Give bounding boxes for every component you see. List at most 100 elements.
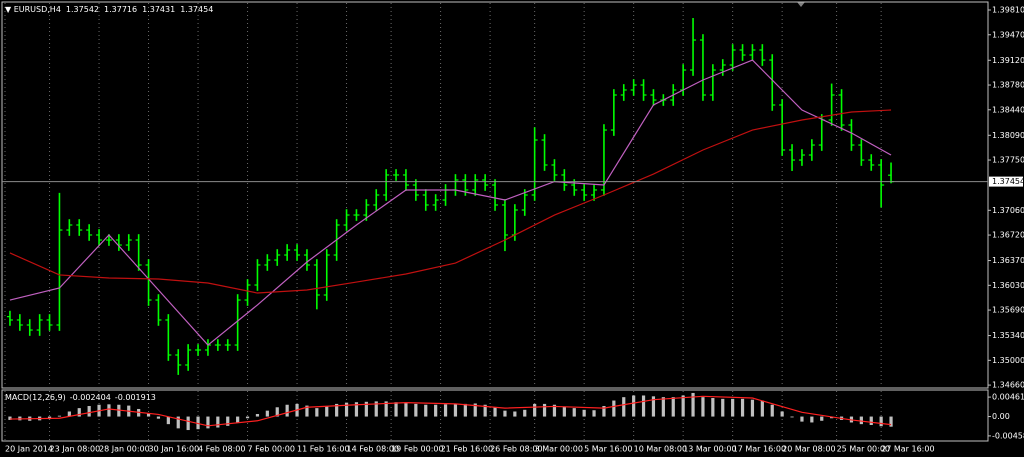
y-tick-label: 1.35690 xyxy=(992,306,1024,315)
histogram-bar xyxy=(245,416,250,419)
x-tick-label: 19 Feb 00:00 xyxy=(391,445,443,454)
pane-frame xyxy=(1,1,989,389)
indicator-line xyxy=(9,109,892,294)
histogram-bar xyxy=(760,400,764,417)
histogram-bar xyxy=(513,411,517,417)
histogram-bar xyxy=(691,392,695,417)
histogram-bar xyxy=(216,416,220,428)
histogram-bar xyxy=(770,404,774,417)
histogram-bar xyxy=(335,403,339,417)
histogram-bar xyxy=(859,416,863,425)
histogram-bar xyxy=(651,396,656,417)
histogram-bar xyxy=(107,404,111,417)
histogram-bar xyxy=(77,408,81,417)
histogram-bar xyxy=(632,395,636,417)
y-tick-label: 0.00 xyxy=(992,412,1010,421)
histogram-bar xyxy=(374,401,378,417)
histogram-bar xyxy=(622,397,626,417)
header-value: 1.37542 xyxy=(66,5,99,14)
histogram-bar xyxy=(414,403,418,417)
histogram-bar xyxy=(523,409,527,417)
histogram-bar xyxy=(612,400,616,417)
y-tick-label: 1.35000 xyxy=(992,356,1024,365)
y-tick-label: 1.39120 xyxy=(992,56,1024,65)
x-tick-label: 4 Feb 08:00 xyxy=(198,445,245,454)
indicator-line xyxy=(9,395,892,427)
histogram-bar xyxy=(800,416,804,422)
y-tick-label: 1.38440 xyxy=(992,105,1024,114)
histogram-bar xyxy=(641,395,646,417)
x-tick-label: 17 Mar 16:00 xyxy=(733,445,786,454)
histogram-bar xyxy=(602,406,606,417)
x-tick-label: 27 Mar 16:00 xyxy=(881,445,934,454)
x-tick-label: 25 Mar 00:00 xyxy=(837,445,890,454)
histogram-bar xyxy=(790,416,794,418)
histogram-bar xyxy=(404,403,408,417)
histogram-bar xyxy=(453,403,458,417)
histogram-bar xyxy=(740,398,745,417)
histogram-bar xyxy=(8,416,12,420)
histogram-bar xyxy=(305,405,309,417)
histogram-bar xyxy=(879,416,883,427)
x-tick-label: 28 Jan 00:00 xyxy=(99,445,150,454)
y-tick-label: 1.36030 xyxy=(992,281,1024,290)
histogram-bar xyxy=(394,402,398,417)
x-tick-label: 11 Feb 16:00 xyxy=(297,445,349,454)
y-tick-label: 1.38780 xyxy=(992,81,1024,90)
histogram-bar xyxy=(731,398,735,417)
histogram-bar xyxy=(206,416,210,429)
histogram-bar xyxy=(552,404,557,417)
x-tick-label: 20 Mar 08:00 xyxy=(782,445,835,454)
y-tick-label: 1.37750 xyxy=(992,156,1024,165)
histogram-bar xyxy=(364,401,368,417)
histogram-bar xyxy=(533,403,537,417)
histogram-bar xyxy=(473,403,477,417)
histogram-bar xyxy=(176,416,180,429)
histogram-bar xyxy=(57,415,62,417)
histogram-bar xyxy=(582,409,586,417)
histogram-bar xyxy=(344,402,349,417)
histogram-bar xyxy=(780,411,784,417)
histogram-bar xyxy=(661,397,665,417)
header-value: MACD(12,26,9) xyxy=(5,393,66,402)
y-tick-label: 1.36370 xyxy=(992,256,1024,265)
histogram-bar xyxy=(325,406,329,417)
pane-frame xyxy=(1,389,989,442)
x-tick-label: 14 Feb 08:00 xyxy=(347,445,399,454)
histogram-bar xyxy=(354,402,359,417)
histogram-bar xyxy=(166,416,170,425)
histogram-bar xyxy=(384,401,388,417)
header-value: 1.37716 xyxy=(104,5,137,14)
histogram-bar xyxy=(820,416,824,421)
y-tick-label: 1.35340 xyxy=(992,331,1024,340)
histogram-bar xyxy=(226,416,230,426)
histogram-bar xyxy=(493,407,497,417)
x-tick-label: 23 Jan 08:00 xyxy=(50,445,101,454)
current-price-label: 1.37454 xyxy=(992,177,1024,186)
histogram-bar xyxy=(285,404,289,417)
histogram-bar xyxy=(503,410,507,417)
histogram-bar xyxy=(542,403,547,417)
x-tick-label: 26 Feb 08:00 xyxy=(490,445,542,454)
x-tick-label: 21 Feb 16:00 xyxy=(441,445,493,454)
histogram-bar xyxy=(869,416,873,425)
header-value: -0.001913 xyxy=(115,393,156,402)
histogram-bar xyxy=(721,398,725,417)
histogram-bar xyxy=(156,416,161,419)
histogram-bar xyxy=(67,411,71,417)
histogram-bar xyxy=(275,407,279,417)
x-tick-label: 13 Mar 00:00 xyxy=(683,445,736,454)
histogram-bar xyxy=(146,413,151,417)
x-tick-label: 5 Mar 16:00 xyxy=(584,445,632,454)
histogram-bar xyxy=(572,408,576,417)
histogram-bar xyxy=(810,416,814,423)
header-value: 1.37431 xyxy=(142,5,175,14)
histogram-bar xyxy=(443,404,448,417)
x-tick-label: 7 Feb 00:00 xyxy=(248,445,295,454)
pane-header: ▼ EURUSD,H4 1.37542 1.37716 1.37431 1.37454 xyxy=(5,5,213,14)
histogram-bar xyxy=(87,406,91,417)
histogram-bar xyxy=(463,403,467,417)
histogram-bar xyxy=(265,410,269,417)
